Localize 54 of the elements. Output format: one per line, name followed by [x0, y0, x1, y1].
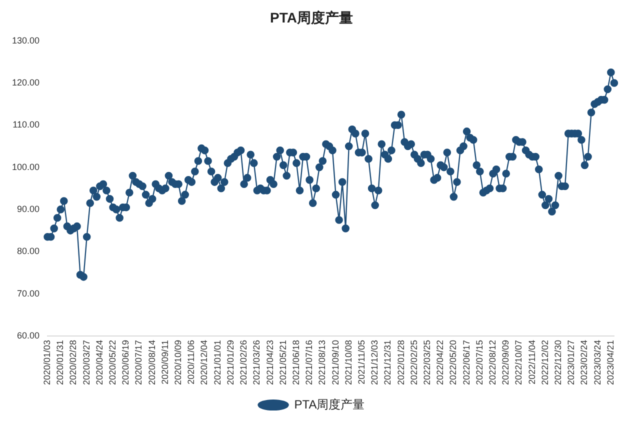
y-tick-label: 80.00 — [16, 246, 40, 256]
chart-title: PTA周度产量 — [270, 9, 353, 26]
x-tick-label: 2021/08/13 — [317, 340, 328, 386]
y-tick-label: 70.00 — [16, 288, 40, 298]
x-tick-label: 2022/08/12 — [487, 340, 498, 386]
x-tick-label: 2021/11/05 — [356, 340, 366, 384]
x-tick-label: 2022/04/22 — [435, 340, 446, 386]
x-tick-label: 2020/12/04 — [199, 340, 210, 386]
x-tick-label: 2022/09/09 — [500, 340, 511, 386]
x-tick-label: 2021/02/26 — [238, 340, 249, 386]
x-tick-label: 2021/01/01 — [212, 340, 222, 386]
y-tick-label: 110.00 — [12, 120, 40, 130]
x-tick-label: 2023/03/24 — [592, 340, 602, 386]
y-tick-label: 130.00 — [12, 35, 40, 46]
x-tick-label: 2020/02/28 — [68, 340, 78, 386]
x-tick-label: 2020/04/24 — [94, 340, 104, 386]
x-tick-label: 2022/06/17 — [461, 340, 472, 386]
x-tick-label: 2020/05/22 — [108, 340, 118, 386]
x-tick-label: 2021/07/16 — [304, 340, 314, 386]
x-tick-label: 2020/01/31 — [55, 340, 66, 386]
x-tick-label: 2021/03/26 — [252, 340, 262, 386]
x-tick-label: 2020/10/09 — [173, 340, 184, 386]
x-tick-label: 2022/10/07 — [514, 340, 524, 386]
x-tick-label: 2022/12/30 — [553, 340, 563, 386]
y-tick-label: 100.00 — [12, 162, 40, 172]
x-tick-label: 2022/11/04 — [526, 340, 537, 384]
x-tick-label: 2023/04/21 — [605, 340, 616, 386]
legend-label: PTA周度产量 — [294, 397, 365, 412]
x-tick-label: 2020/01/03 — [42, 340, 52, 386]
x-tick-label: 2022/02/25 — [408, 340, 419, 386]
y-tick-label: 120.00 — [12, 77, 40, 88]
x-tick-label: 2023/02/24 — [579, 340, 590, 386]
x-tick-label: 2022/03/25 — [422, 340, 432, 386]
x-tick-label: 2020/07/17 — [134, 340, 144, 386]
x-tick-label: 2021/06/18 — [290, 340, 301, 386]
x-tick-label: 2021/10/08 — [343, 340, 354, 386]
x-tick-label: 2020/11/06 — [186, 340, 196, 384]
x-tick-label: 2021/01/29 — [225, 340, 236, 386]
x-tick-label: 2022/01/28 — [396, 340, 406, 386]
x-tick-label: 2022/12/02 — [540, 340, 550, 386]
y-tick-label: 90.00 — [16, 204, 40, 214]
x-tick-label: 2020/06/19 — [120, 340, 131, 386]
x-tick-label: 2021/09/10 — [330, 340, 340, 386]
x-tick-label: 2020/09/11 — [160, 340, 170, 384]
x-tick-label: 2021/12/03 — [370, 340, 380, 386]
x-tick-label: 2023/01/27 — [566, 340, 576, 386]
x-tick-label: 2021/04/23 — [264, 340, 275, 386]
x-tick-label: 2021/12/31 — [382, 340, 393, 386]
x-tick-label: 2022/05/20 — [448, 340, 458, 386]
x-tick-label: 2022/07/15 — [474, 340, 484, 386]
x-tick-label: 2020/08/14 — [146, 340, 157, 386]
y-tick-label: 60.00 — [16, 330, 40, 340]
x-tick-label: 2020/03/27 — [81, 340, 92, 386]
x-tick-label: 2021/05/21 — [278, 340, 288, 386]
